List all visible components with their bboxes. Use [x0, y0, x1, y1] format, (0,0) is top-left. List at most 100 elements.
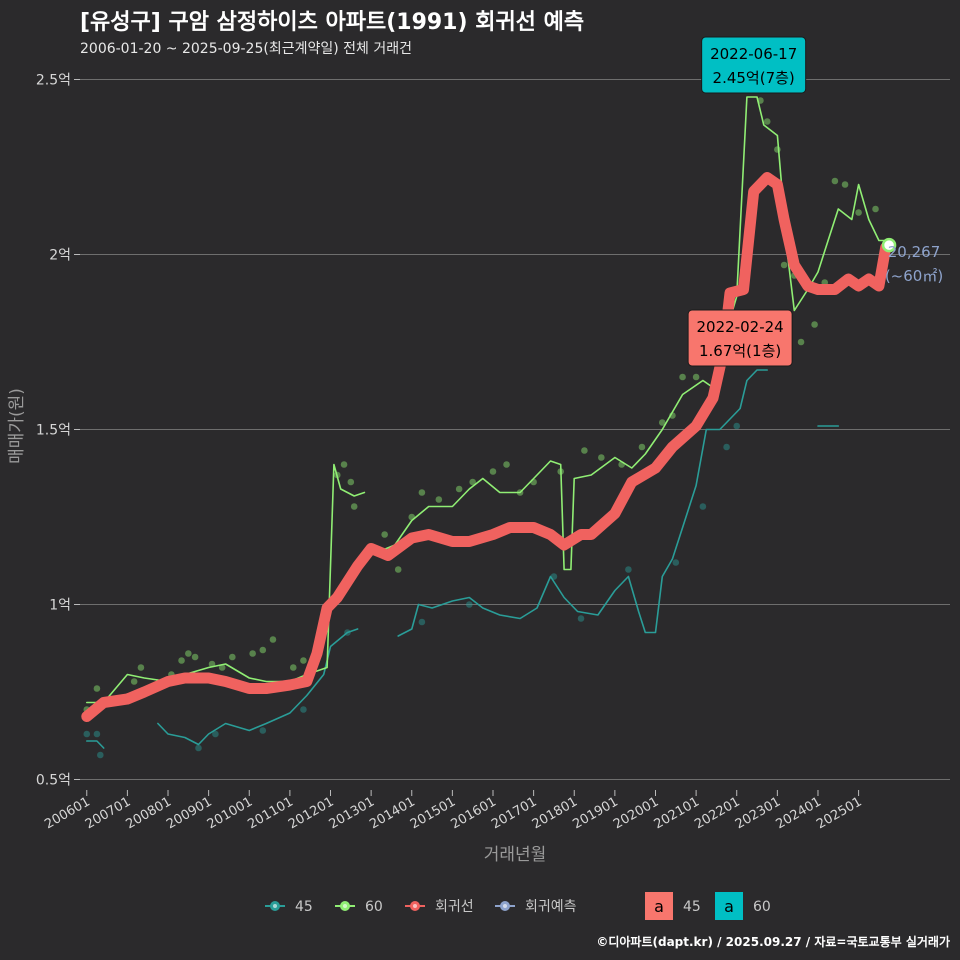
data-point-s60 — [418, 489, 426, 496]
x-tick-label: 200601 — [42, 794, 92, 832]
data-point-s60 — [229, 653, 236, 661]
x-tick-label: 201101 — [245, 794, 295, 832]
x-tick-label: 202401 — [773, 794, 823, 832]
x-tick-label: 202501 — [814, 794, 864, 832]
data-point-s60 — [489, 468, 497, 475]
data-point-s60 — [300, 657, 307, 664]
data-point-s60 — [598, 454, 605, 461]
annotation-text-60: 2.45억(7층) — [713, 69, 795, 87]
annotation-text-45: 1.67억(1층) — [699, 342, 781, 360]
x-tick-label: 201001 — [205, 794, 255, 832]
x-tick-label: 201301 — [327, 794, 377, 832]
data-point-s45 — [97, 751, 104, 759]
legend-label-s45: 45 — [295, 899, 313, 915]
data-point-s45 — [259, 727, 267, 734]
legend-box-annotation45 — [645, 892, 673, 920]
series-line-s45 — [397, 369, 768, 637]
series-line-regression — [81, 172, 892, 722]
x-tick-label: 201501 — [408, 794, 458, 832]
data-point-s60 — [831, 177, 839, 185]
series-line-s60 — [86, 463, 366, 704]
annotation-box-45 — [687, 309, 793, 367]
data-point-s60 — [872, 205, 879, 213]
annotation-date-45: 2022-02-24 — [697, 318, 784, 336]
legend-box-glyph-annotation45: a — [654, 897, 664, 916]
data-point-s60 — [381, 531, 388, 538]
x-tick-label: 201801 — [530, 794, 580, 832]
chart-subtitle: 2006-01-20 ~ 2025-09-25(최근계약일) 전체 거래건 — [80, 41, 412, 57]
data-point-s45 — [212, 730, 219, 738]
legend-label-regression: 회귀선 — [435, 899, 474, 915]
data-point-s60 — [469, 478, 476, 486]
y-tick-label: 2.5억 — [36, 73, 71, 89]
data-point-s60 — [130, 678, 138, 685]
x-axis-title: 거래년월 — [484, 845, 547, 865]
data-point-s45 — [699, 503, 707, 510]
annotation-box-60 — [701, 36, 807, 94]
x-tick-label: 202001 — [611, 794, 661, 832]
x-tick-label: 200901 — [164, 794, 214, 832]
data-point-s45 — [625, 566, 632, 573]
data-point-s60 — [249, 650, 256, 657]
x-tick-label: 201901 — [570, 794, 620, 832]
data-point-s45 — [733, 422, 741, 430]
forecast-point — [881, 237, 897, 253]
data-point-s60 — [93, 685, 101, 692]
data-point-s60 — [774, 146, 781, 153]
data-point-s45 — [465, 601, 473, 608]
legend-swatch-core-s45 — [273, 904, 277, 908]
legend-box-label-annotation45: 45 — [683, 899, 701, 915]
x-tick-label: 200701 — [83, 794, 133, 832]
data-point-s60 — [455, 485, 463, 493]
data-point-s45 — [93, 730, 101, 738]
data-point-s60 — [638, 443, 646, 451]
data-point-s60 — [137, 664, 145, 671]
legend-box-glyph-annotation60: a — [724, 897, 734, 916]
y-tick-label: 1.5억 — [36, 423, 71, 439]
data-point-s60 — [350, 503, 358, 510]
data-point-s45 — [83, 730, 91, 738]
legend-label-forecast: 회귀예측 — [525, 899, 577, 915]
data-point-s60 — [269, 636, 277, 643]
data-point-s45 — [300, 706, 307, 713]
x-tick-label: 201401 — [367, 794, 417, 832]
data-point-s60 — [581, 447, 588, 454]
series-line-s45 — [86, 740, 105, 749]
data-point-s45 — [672, 559, 680, 566]
data-point-s60 — [435, 496, 443, 503]
data-point-s60 — [797, 338, 805, 346]
y-tick-label: 0.5억 — [36, 773, 71, 789]
x-tick-label: 202101 — [652, 794, 702, 832]
data-point-s60 — [340, 461, 348, 468]
y-tick-label: 1억 — [49, 598, 71, 614]
data-point-s60 — [841, 181, 849, 188]
x-tick-label: 202301 — [733, 794, 783, 832]
forecast-value-label: 20,267 — [888, 243, 941, 261]
legend-swatch-core-regression — [413, 904, 417, 908]
series-line-s45 — [157, 628, 359, 746]
data-point-s60 — [503, 461, 510, 468]
y-axis-title: 매매가(원) — [7, 388, 27, 464]
data-point-s45 — [418, 618, 426, 626]
data-point-s60 — [191, 653, 199, 661]
data-point-s60 — [185, 650, 192, 657]
chart-title: [유성구] 구암 삼정하이츠 아파트(1991) 회귀선 예측 — [80, 10, 585, 35]
data-point-s60 — [394, 566, 402, 573]
data-point-s60 — [780, 261, 788, 269]
data-point-s60 — [178, 657, 185, 664]
forecast-unit-label: (~60㎡) — [885, 267, 943, 285]
legend-swatch-core-s60 — [343, 904, 347, 908]
data-point-s60 — [679, 373, 686, 381]
data-point-s60 — [855, 209, 862, 216]
source-caption: ©디아파트(dapt.kr) / 2025.09.27 / 자료=국토교통부 실… — [596, 935, 950, 949]
x-tick-label: 200801 — [124, 794, 174, 832]
data-point-s60 — [259, 646, 267, 654]
legend-box-label-annotation60: 60 — [753, 899, 771, 915]
data-point-s45 — [577, 615, 585, 622]
data-point-s60 — [811, 321, 818, 328]
legend-label-s60: 60 — [365, 899, 383, 915]
data-point-s60 — [763, 118, 771, 125]
data-point-s60 — [692, 373, 700, 381]
y-tick-label: 2억 — [49, 248, 71, 264]
